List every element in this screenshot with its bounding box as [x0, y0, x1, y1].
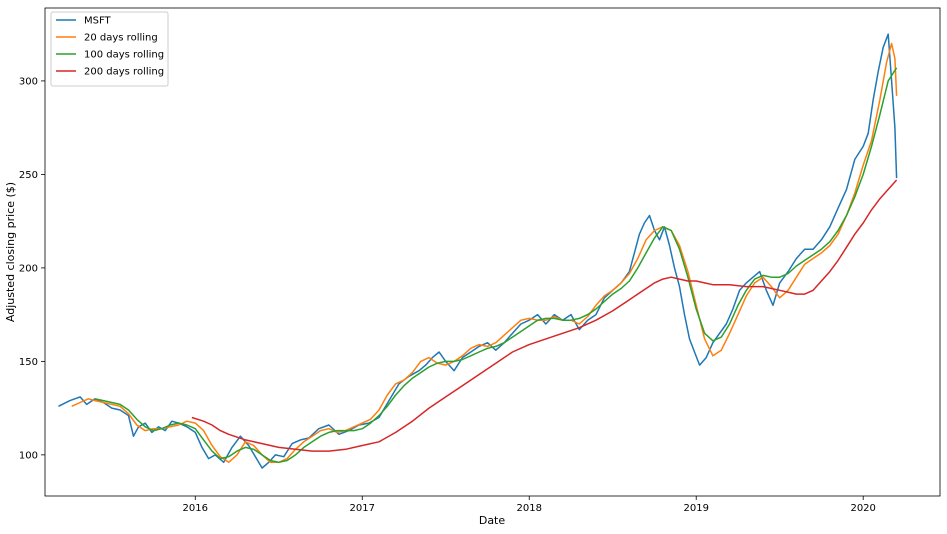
- series-layer: [58, 33, 898, 469]
- x-tick-label: 2018: [517, 503, 542, 514]
- series-line-3: [191, 179, 898, 452]
- y-axis: 100 150 200 250 300: [19, 76, 45, 461]
- legend-frame: [50, 11, 169, 87]
- y-tick-label: 300: [19, 76, 38, 87]
- x-axis-label: Date: [479, 514, 506, 527]
- y-tick-label: 150: [19, 357, 38, 368]
- y-tick-label: 200: [19, 263, 38, 274]
- series-line-2: [94, 67, 898, 464]
- plot-background: [45, 8, 940, 496]
- y-axis-label: Adjusted closing price ($): [4, 182, 17, 322]
- legend: MSFT 20 days rolling 100 days rolling 200 d…: [50, 11, 169, 87]
- series-line-0: [58, 33, 898, 469]
- y-tick-label: 100: [19, 450, 38, 461]
- y-tick-label: 250: [19, 170, 38, 181]
- x-tick-label: 2019: [683, 503, 708, 514]
- x-tick-label: 2017: [350, 503, 375, 514]
- legend-label-0: MSFT: [84, 16, 112, 27]
- legend-label-1: 20 days rolling: [84, 33, 158, 44]
- legend-label-3: 200 days rolling: [84, 67, 164, 78]
- legend-label-2: 100 days rolling: [84, 50, 164, 61]
- plot-frame: [44, 7, 941, 497]
- x-tick-label: 2020: [850, 503, 875, 514]
- x-axis: 2016 2017 2018 2019 2020: [183, 496, 876, 514]
- x-tick-label: 2016: [183, 503, 208, 514]
